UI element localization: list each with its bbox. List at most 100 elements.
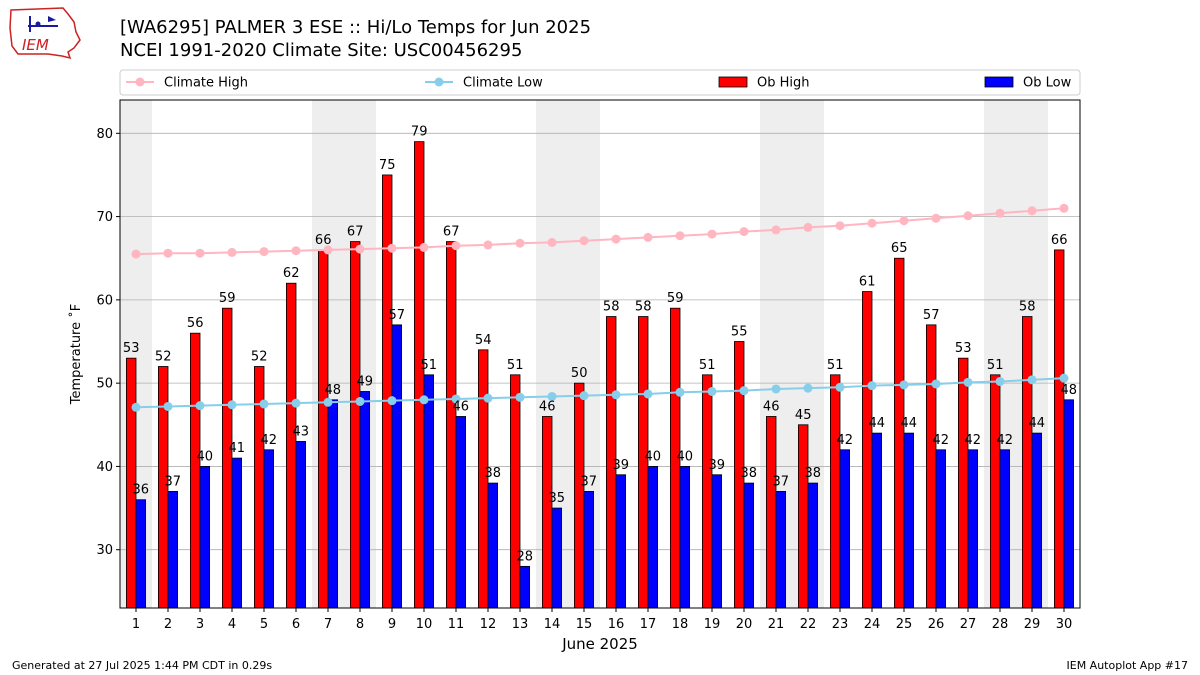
x-tick-label: 11 xyxy=(448,617,465,632)
climate-high-point xyxy=(579,236,589,246)
climate-lines xyxy=(131,203,1069,412)
climate-low-point xyxy=(1059,373,1069,383)
ob-low-label: 42 xyxy=(837,433,854,448)
ob-high-bar xyxy=(926,324,937,609)
x-tick-label: 5 xyxy=(260,617,268,632)
ob-low-label: 41 xyxy=(229,441,246,456)
ob-high-bar xyxy=(958,357,969,609)
x-tick-label: 21 xyxy=(768,617,785,632)
ob-low-label: 42 xyxy=(965,433,982,448)
climate-high-point xyxy=(419,242,429,252)
legend: Climate High Climate Low Ob High Ob Low xyxy=(119,69,1081,96)
ob-low-label: 57 xyxy=(389,308,406,323)
ob-low-bar xyxy=(967,449,979,609)
ob-low-label: 49 xyxy=(357,374,374,389)
ob-low-bar xyxy=(711,474,723,609)
climate-low-point xyxy=(227,400,237,410)
ob-high-bar xyxy=(349,241,361,609)
ob-low-bar xyxy=(1063,399,1075,609)
ob-low-bar xyxy=(679,466,691,609)
x-tick-label: 29 xyxy=(1024,617,1041,632)
ob-low-bar xyxy=(487,482,499,609)
climate-low-point xyxy=(419,395,429,405)
ob-high-label: 51 xyxy=(987,358,1004,373)
x-tick-label: 23 xyxy=(832,617,849,632)
climate-low-point xyxy=(643,389,653,399)
climate-high-point xyxy=(163,248,173,258)
climate-high-point xyxy=(611,234,621,244)
chart-subtitle: NCEI 1991-2020 Climate Site: USC00456295 xyxy=(120,40,523,61)
ob-high-label: 52 xyxy=(251,349,268,364)
gridlines xyxy=(120,132,1080,551)
ob-low-bar xyxy=(359,391,371,609)
ob-low-label: 38 xyxy=(805,466,822,481)
x-tick-label: 2 xyxy=(164,617,172,632)
ob-high-bar xyxy=(702,374,713,609)
climate-low-point xyxy=(259,399,269,409)
ob-high-label: 67 xyxy=(443,225,460,240)
ob-low-label: 44 xyxy=(869,416,886,431)
x-tick-label: 20 xyxy=(736,617,753,632)
ob-high-label: 51 xyxy=(699,358,716,373)
ob-low-bar xyxy=(775,491,787,609)
x-tick-label: 10 xyxy=(416,617,433,632)
x-tick-label: 7 xyxy=(324,617,332,632)
climate-low-point xyxy=(515,392,525,402)
ob-low-label: 40 xyxy=(197,449,214,464)
footer-generated: Generated at 27 Jul 2025 1:44 PM CDT in … xyxy=(12,659,273,672)
climate-high-point xyxy=(899,216,909,226)
ob-low-label: 39 xyxy=(613,458,630,473)
ob-low-label: 51 xyxy=(421,358,438,373)
x-tick-label: 3 xyxy=(196,617,204,632)
ob-high-bar xyxy=(798,424,809,609)
climate-low-point xyxy=(451,394,461,404)
ob-low-bar xyxy=(871,432,883,609)
ob-high-bar xyxy=(189,332,201,609)
ob-low-bar xyxy=(615,474,627,609)
ob-low-label: 42 xyxy=(997,433,1014,448)
ob-high-label: 61 xyxy=(859,275,876,290)
climate-high-point xyxy=(323,245,333,255)
ob-high-label: 50 xyxy=(571,366,588,381)
ob-low-bar xyxy=(647,466,659,609)
climate-low-point xyxy=(931,379,941,389)
ob-low-label: 42 xyxy=(933,433,950,448)
x-tick-label: 25 xyxy=(896,617,913,632)
ob-high-label: 53 xyxy=(955,341,972,356)
plot-frame xyxy=(119,99,1081,609)
climate-high-point xyxy=(195,248,205,258)
ob-high-bar xyxy=(894,257,905,609)
y-axis: 30 40 50 60 70 80 xyxy=(96,127,120,558)
ob-high-label: 53 xyxy=(123,341,140,356)
climate-low-point xyxy=(803,383,813,393)
ob-high-label: 75 xyxy=(379,158,396,173)
climate-high-point xyxy=(131,249,141,259)
x-tick-label: 13 xyxy=(512,617,529,632)
ob-low-label: 44 xyxy=(901,416,918,431)
ob-low-label: 48 xyxy=(1061,383,1078,398)
ob-low-label: 43 xyxy=(293,424,310,439)
x-tick-label: 1 xyxy=(132,617,140,632)
y-tick-label: 80 xyxy=(96,127,113,142)
ob-low-label: 48 xyxy=(325,383,342,398)
ob-low-label: 39 xyxy=(709,458,726,473)
climate-high-point xyxy=(515,238,525,248)
climate-low-point xyxy=(995,376,1005,386)
climate-high-point xyxy=(451,241,461,251)
climate-high-point xyxy=(739,227,749,237)
ob-low-bar xyxy=(423,374,435,609)
ob-low-bar xyxy=(903,432,915,609)
ob-high-label: 62 xyxy=(283,266,300,281)
climate-high-point xyxy=(835,221,845,231)
bars xyxy=(126,141,1075,609)
ob-high-bar xyxy=(445,241,457,609)
climate-high-line xyxy=(135,207,1065,256)
legend-label: Climate Low xyxy=(463,76,543,91)
ob-low-bar xyxy=(327,399,339,609)
climate-high-point xyxy=(995,208,1005,218)
footer-app: IEM Autoplot App #17 xyxy=(1066,659,1189,672)
x-tick-label: 16 xyxy=(608,617,625,632)
y-tick-label: 40 xyxy=(96,460,113,475)
legend-label: Ob Low xyxy=(1023,76,1072,91)
